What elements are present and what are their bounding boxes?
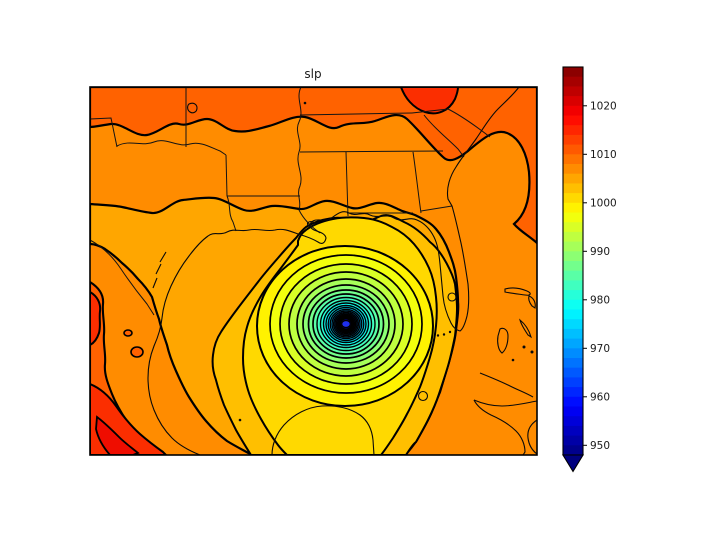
colorbar-segment (563, 299, 583, 311)
colorbar-ticks: 1020 1010 1000 990 980 970 960 950 (583, 100, 617, 452)
map-content (90, 87, 537, 455)
fill-north-high-band (90, 87, 537, 245)
colorbar-segment (563, 154, 583, 165)
colorbar-segment (563, 328, 583, 340)
colorbar-segment (563, 406, 583, 417)
colorbar-tick-label: 1010 (590, 149, 617, 161)
colorbar-segment (563, 183, 583, 194)
colorbar: 1020 1010 1000 990 980 970 960 950 (562, 66, 617, 473)
fill-appalachian-high (399, 87, 460, 115)
mexico-contour-dot-2 (130, 346, 144, 358)
colorbar-tick-label: 990 (590, 246, 610, 258)
mexico-contour-dot-1 (123, 329, 133, 337)
colorbar-segment (563, 212, 583, 223)
colorbar-segment (563, 125, 583, 136)
hurricane-rings (269, 254, 423, 394)
colorbar-segment (563, 86, 583, 97)
colorbar-segment (563, 377, 583, 388)
colorbar-segment (563, 319, 583, 330)
state-borders (90, 87, 491, 316)
colorbar-segment (563, 67, 583, 78)
colorbar-extend-arrow (562, 454, 584, 473)
colorbar-segment (563, 164, 583, 175)
colorbar-tick-label: 970 (590, 343, 610, 355)
colorbar-segment (563, 241, 583, 252)
colorbar-tick-label: 1000 (590, 197, 617, 209)
colorbar-segment (563, 416, 583, 427)
colorbar-segment (563, 115, 583, 126)
colorbar-segment (563, 76, 583, 87)
axes-frame (89, 86, 538, 456)
colorbar-segment (563, 134, 583, 146)
colorbar-segment (563, 290, 583, 301)
colorbar-segment (563, 251, 583, 262)
colorbar-segment (563, 367, 583, 378)
cyclone-eye (341, 319, 351, 329)
colorbar-tick-label: 1020 (590, 100, 617, 112)
colorbar-segment (563, 338, 583, 349)
colorbar-segment (563, 280, 583, 291)
colorbar-segment (563, 105, 583, 117)
colorbar-segment (563, 445, 583, 456)
colorbar-segment (563, 222, 583, 233)
colorbar-segment (563, 96, 583, 107)
colorbar-segment (563, 387, 583, 398)
colorbar-tick-label: 950 (590, 440, 610, 452)
colorbar-segment (563, 435, 583, 446)
colorbar-segment (563, 270, 583, 281)
colorbar-segment (563, 144, 583, 155)
map-axes (89, 86, 538, 456)
fill-mexico-red-upper (90, 290, 102, 347)
fill-mexico-red-core (95, 415, 140, 455)
colorbar-segment (563, 202, 583, 214)
colorbar-segment (563, 261, 583, 272)
colorbar-segment (563, 348, 583, 359)
plot-title: slp (304, 67, 321, 81)
colorbar-segment (563, 231, 583, 243)
colorbar-tick-label: 980 (590, 294, 610, 306)
colorbar-segment (563, 358, 583, 369)
colorbar-segment (563, 396, 583, 408)
coastline (147, 87, 537, 455)
colorbar-segment (563, 309, 583, 320)
colorbar-segment (563, 173, 583, 184)
colorbar-tick-label: 960 (590, 391, 610, 403)
colorbar-segment (563, 425, 583, 437)
small-islands (238, 101, 534, 422)
colorbar-segment (563, 193, 583, 204)
